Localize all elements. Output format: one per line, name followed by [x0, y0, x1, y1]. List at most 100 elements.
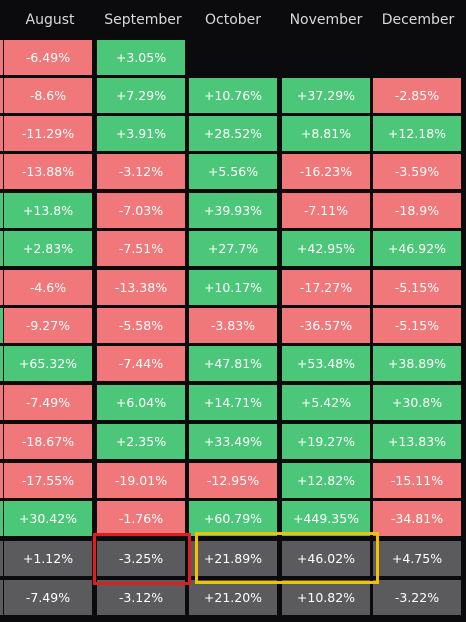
- table-cell: +1.12%: [4, 541, 92, 576]
- table-row: -11.29% +3.91% +28.52% +8.81% +12.18%: [0, 116, 466, 151]
- table-cell: -19.01%: [97, 463, 185, 498]
- table-cell: +10.17%: [189, 270, 277, 305]
- table-row: +30.42% -1.76% +60.79% +449.35% -34.81%: [0, 501, 466, 536]
- table-cell: -3.25%: [97, 541, 185, 576]
- table-cell: -5.15%: [373, 308, 461, 343]
- table-cell: -16.23%: [282, 154, 370, 189]
- table-cell: -7.44%: [97, 346, 185, 381]
- table-cell: -11.29%: [4, 116, 92, 151]
- returns-table: -6.49% +3.05% -8.6% +7.29% +10.76% +37.29% -2.…: [0, 40, 466, 622]
- table-cell: -12.95%: [189, 463, 277, 498]
- table-cell: +21.89%: [189, 541, 277, 576]
- table-cell: +7.29%: [97, 78, 185, 113]
- row-edge-marker: [0, 385, 3, 420]
- table-row: -17.55% -19.01% -12.95% +12.82% -15.11%: [0, 463, 466, 498]
- table-cell: +14.71%: [189, 385, 277, 420]
- table-row: -9.27% -5.58% -3.83% -36.57% -5.15%: [0, 308, 466, 343]
- row-edge-marker: [0, 193, 3, 228]
- table-cell: +4.75%: [373, 541, 461, 576]
- row-edge-marker: [0, 78, 3, 113]
- table-cell: -17.27%: [282, 270, 370, 305]
- table-cell: +28.52%: [189, 116, 277, 151]
- row-edge-marker: [0, 346, 3, 381]
- table-cell: +65.32%: [4, 346, 92, 381]
- table-cell: +53.48%: [282, 346, 370, 381]
- table-cell: +449.35%: [282, 501, 370, 536]
- row-edge-marker: [0, 424, 3, 459]
- table-cell: -3.59%: [373, 154, 461, 189]
- table-cell: +12.82%: [282, 463, 370, 498]
- table-cell: +10.76%: [189, 78, 277, 113]
- table-row: +65.32% -7.44% +47.81% +53.48% +38.89%: [0, 346, 466, 381]
- column-header-august: August: [25, 12, 75, 28]
- table-cell: [189, 40, 277, 75]
- table-cell: +2.83%: [4, 231, 92, 266]
- table-cell: +21.20%: [189, 580, 277, 615]
- table-cell: +13.8%: [4, 193, 92, 228]
- table-cell: -8.6%: [4, 78, 92, 113]
- table-cell: -17.55%: [4, 463, 92, 498]
- column-header-october: October: [204, 12, 262, 28]
- table-cell: +47.81%: [189, 346, 277, 381]
- table-cell: +60.79%: [189, 501, 277, 536]
- table-cell: +39.93%: [189, 193, 277, 228]
- row-edge-marker: [0, 580, 3, 615]
- table-cell: -3.12%: [97, 154, 185, 189]
- table-cell: -5.58%: [97, 308, 185, 343]
- table-cell: -34.81%: [373, 501, 461, 536]
- table-row: +1.12% -3.25% +21.89% +46.02% +4.75%: [0, 541, 466, 576]
- row-edge-marker: [0, 541, 3, 576]
- row-edge-marker: [0, 231, 3, 266]
- table-cell: +30.42%: [4, 501, 92, 536]
- table-cell: -7.51%: [97, 231, 185, 266]
- table-cell: -5.15%: [373, 270, 461, 305]
- table-row: -6.49% +3.05%: [0, 40, 466, 75]
- column-header-september: September: [104, 12, 182, 28]
- row-edge-marker: [0, 463, 3, 498]
- table-cell: -3.22%: [373, 580, 461, 615]
- table-cell: -18.9%: [373, 193, 461, 228]
- table-cell: -13.38%: [97, 270, 185, 305]
- table-cell: +2.35%: [97, 424, 185, 459]
- table-cell: +46.92%: [373, 231, 461, 266]
- table-cell: [282, 40, 370, 75]
- table-row: -7.49% +6.04% +14.71% +5.42% +30.8%: [0, 385, 466, 420]
- table-cell: -36.57%: [282, 308, 370, 343]
- table-cell: +19.27%: [282, 424, 370, 459]
- table-cell: -7.03%: [97, 193, 185, 228]
- table-cell: +37.29%: [282, 78, 370, 113]
- table-cell: +33.49%: [189, 424, 277, 459]
- table-cell: +3.91%: [97, 116, 185, 151]
- table-header: August September October November Decemb…: [0, 0, 466, 40]
- row-edge-marker: [0, 270, 3, 305]
- table-cell: +5.56%: [189, 154, 277, 189]
- table-row: -7.49% -3.12% +21.20% +10.82% -3.22%: [0, 580, 466, 615]
- table-cell: -3.83%: [189, 308, 277, 343]
- column-header-december: December: [381, 12, 455, 28]
- table-cell: -2.85%: [373, 78, 461, 113]
- table-cell: +13.83%: [373, 424, 461, 459]
- table-cell: +10.82%: [282, 580, 370, 615]
- table-row: -8.6% +7.29% +10.76% +37.29% -2.85%: [0, 78, 466, 113]
- table-row: -4.6% -13.38% +10.17% -17.27% -5.15%: [0, 270, 466, 305]
- table-cell: -15.11%: [373, 463, 461, 498]
- table-row: -13.88% -3.12% +5.56% -16.23% -3.59%: [0, 154, 466, 189]
- table-cell: +42.95%: [282, 231, 370, 266]
- table-row: +13.8% -7.03% +39.93% -7.11% -18.9%: [0, 193, 466, 228]
- table-cell: -1.76%: [97, 501, 185, 536]
- table-cell: +6.04%: [97, 385, 185, 420]
- table-cell: -18.67%: [4, 424, 92, 459]
- column-header-november: November: [289, 12, 363, 28]
- table-cell: [373, 40, 461, 75]
- table-cell: +27.7%: [189, 231, 277, 266]
- table-cell: +3.05%: [97, 40, 185, 75]
- table-cell: +12.18%: [373, 116, 461, 151]
- row-edge-marker: [0, 154, 3, 189]
- table-cell: -3.12%: [97, 580, 185, 615]
- table-row: +2.83% -7.51% +27.7% +42.95% +46.92%: [0, 231, 466, 266]
- table-cell: -7.49%: [4, 580, 92, 615]
- table-cell: +30.8%: [373, 385, 461, 420]
- table-cell: -4.6%: [4, 270, 92, 305]
- table-cell: -9.27%: [4, 308, 92, 343]
- table-cell: +5.42%: [282, 385, 370, 420]
